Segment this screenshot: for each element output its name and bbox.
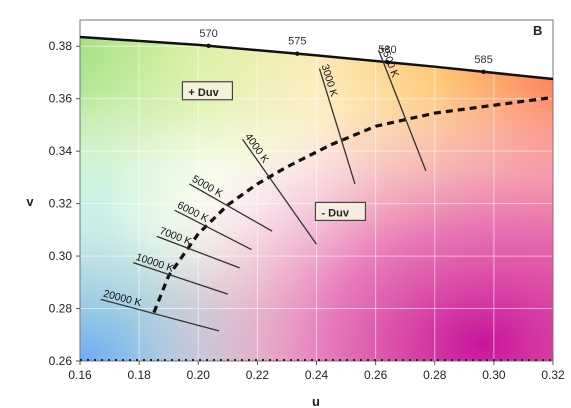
y-tick-label: 0.34	[49, 144, 73, 158]
isotemperature-line	[189, 183, 273, 232]
isotemperature-line	[377, 49, 427, 172]
y-tick-label: 0.36	[49, 92, 73, 106]
annotation-text: - Duv	[321, 207, 349, 219]
minus-duv-annotation: - Duv	[314, 201, 367, 222]
y-tick-label: 0.28	[49, 302, 73, 316]
wavelength-marker	[481, 69, 486, 74]
wavelength-label: 580	[378, 44, 396, 56]
plus-duv-annotation: + Duv	[181, 81, 234, 101]
annotation-box	[181, 81, 234, 101]
y-tick-label: 0.32	[49, 197, 73, 211]
x-tick-label: 0.24	[305, 368, 329, 382]
isotemperature-line	[318, 68, 356, 185]
x-tick-label: 0.20	[187, 368, 211, 382]
wavelength-marker	[385, 59, 390, 65]
y-tick-label: 0.26	[49, 354, 73, 368]
x-tick-label: 0.16	[68, 368, 92, 382]
planckian-locus-line	[152, 95, 554, 314]
wavelength-marker	[295, 51, 300, 56]
wavelength-label: 585	[474, 54, 492, 66]
y-tick-label: 0.30	[49, 249, 73, 263]
y-axis: 0.26 0.28 0.30 0.32 0.34 0.36 0.38	[49, 39, 80, 368]
x-tick-label: 0.26	[364, 368, 388, 382]
isotemperature-line	[242, 138, 318, 245]
x-tick-label: 0.32	[541, 368, 565, 382]
wavelength-marker	[206, 43, 211, 49]
isotemperature-line	[100, 298, 220, 332]
x-axis-title: u	[312, 394, 320, 408]
isotemperature-line	[156, 235, 240, 269]
wavelength-label: 575	[288, 36, 306, 48]
x-axis: 0.16 0.18 0.20 0.22 0.24 0.26 0.28 0.30 0.32	[68, 361, 565, 382]
isotemperature-line	[174, 209, 252, 251]
panel-label: B	[533, 23, 542, 38]
x-tick-label: 0.22	[246, 368, 270, 382]
isotemperature-line	[133, 262, 229, 295]
annotation-box	[314, 201, 367, 222]
wavelength-label: 570	[199, 28, 217, 40]
annotation-text: + Duv	[188, 87, 219, 99]
spectral-locus-line	[79, 35, 554, 81]
x-tick-label: 0.18	[127, 368, 151, 382]
x-tick-label: 0.30	[482, 368, 506, 382]
y-tick-label: 0.38	[49, 39, 73, 53]
x-tick-label: 0.28	[423, 368, 447, 382]
y-axis-title: v	[26, 194, 34, 209]
